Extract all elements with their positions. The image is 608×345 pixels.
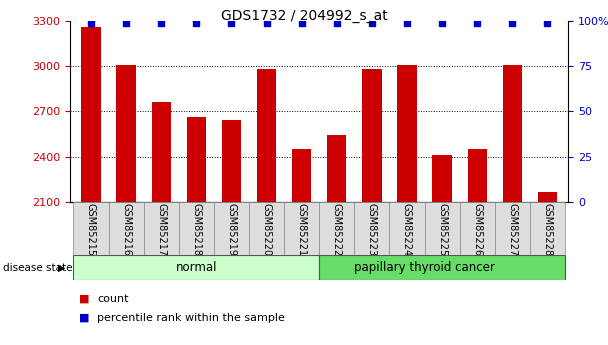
- Bar: [432, 155, 452, 202]
- Bar: [530, 202, 565, 255]
- Bar: [389, 202, 424, 255]
- Text: ▶: ▶: [58, 263, 66, 273]
- Text: GSM85224: GSM85224: [402, 203, 412, 256]
- Bar: [503, 65, 522, 202]
- Bar: [109, 202, 143, 255]
- Text: GDS1732 / 204992_s_at: GDS1732 / 204992_s_at: [221, 9, 387, 23]
- Bar: [81, 27, 101, 202]
- Text: normal: normal: [176, 261, 217, 274]
- Bar: [460, 202, 495, 255]
- Bar: [179, 202, 214, 255]
- Text: GSM85228: GSM85228: [542, 203, 553, 256]
- Text: GSM85215: GSM85215: [86, 203, 96, 256]
- Bar: [74, 202, 109, 255]
- Text: GSM85223: GSM85223: [367, 203, 377, 256]
- Text: GSM85225: GSM85225: [437, 203, 447, 256]
- Bar: [319, 202, 354, 255]
- Text: GSM85218: GSM85218: [192, 203, 201, 256]
- Bar: [187, 117, 206, 202]
- Bar: [257, 69, 276, 202]
- Text: papillary thyroid cancer: papillary thyroid cancer: [354, 261, 495, 274]
- Bar: [468, 149, 487, 202]
- Bar: [222, 120, 241, 202]
- Bar: [249, 202, 284, 255]
- Bar: [327, 135, 347, 202]
- Text: count: count: [97, 294, 129, 304]
- Bar: [397, 65, 416, 202]
- Bar: [495, 202, 530, 255]
- Bar: [151, 102, 171, 202]
- Text: GSM85221: GSM85221: [297, 203, 306, 256]
- Text: GSM85217: GSM85217: [156, 203, 166, 256]
- Bar: [284, 202, 319, 255]
- Bar: [117, 65, 136, 202]
- Bar: [319, 255, 565, 280]
- Bar: [214, 202, 249, 255]
- Text: disease state: disease state: [3, 263, 72, 273]
- Bar: [74, 255, 319, 280]
- Text: GSM85226: GSM85226: [472, 203, 482, 256]
- Text: GSM85220: GSM85220: [261, 203, 272, 256]
- Text: percentile rank within the sample: percentile rank within the sample: [97, 313, 285, 323]
- Bar: [354, 202, 389, 255]
- Bar: [362, 69, 382, 202]
- Text: GSM85216: GSM85216: [121, 203, 131, 256]
- Text: ■: ■: [79, 294, 89, 304]
- Text: GSM85227: GSM85227: [507, 203, 517, 256]
- Text: ■: ■: [79, 313, 89, 323]
- Text: GSM85222: GSM85222: [332, 203, 342, 256]
- Text: GSM85219: GSM85219: [226, 203, 237, 256]
- Bar: [292, 149, 311, 202]
- Bar: [143, 202, 179, 255]
- Bar: [424, 202, 460, 255]
- Bar: [537, 192, 557, 202]
